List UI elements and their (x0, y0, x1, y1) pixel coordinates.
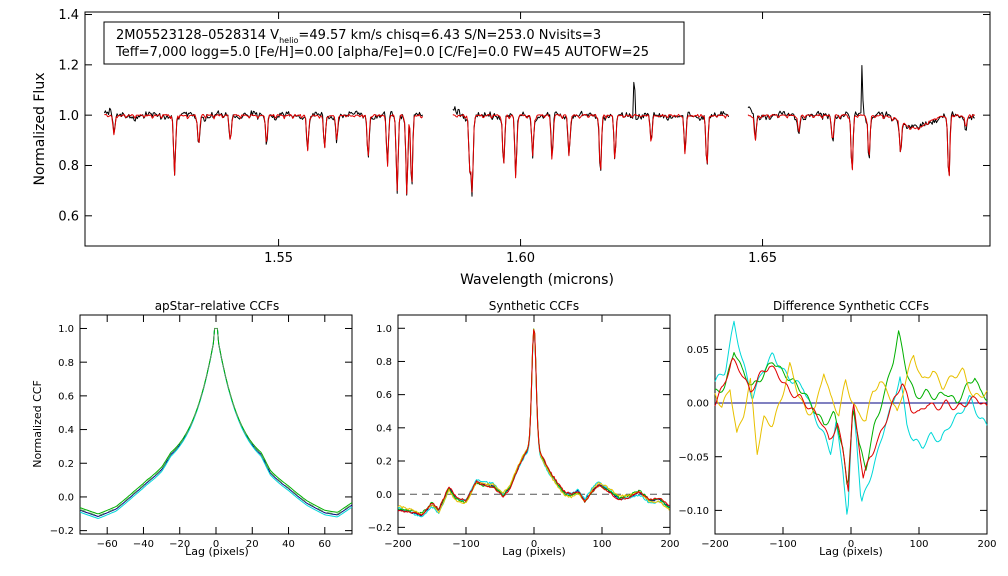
title-line-2: Teff=7,000 logg=5.0 [Fe/H]=0.00 [alpha/F… (115, 45, 649, 60)
apstar-ccf-panel: apStar–relative CCFs −60 −40 −20 0 20 40 60 −0.… (31, 299, 353, 558)
synthetic-ccf-x-tick-label: 0 (531, 539, 537, 550)
title-line-1: 2M05523128–0528314 Vhelio=49.57 km/s chi… (116, 28, 601, 45)
apstar-ccf-title: apStar–relative CCFs (155, 299, 280, 313)
apstar-ccf-y-tick-label: 0.4 (58, 425, 74, 436)
spectrum-y-tick-label: 0.6 (58, 209, 79, 224)
spectrum-y-label: Normalized Flux (32, 73, 48, 186)
synthetic-ccf-axis-ticks: −200 −100 0 100 200 −0.2 0.0 0.2 0.4 0.6 0.8 1.0 (368, 315, 680, 550)
spectrum-x-label: Wavelength (microns) (460, 272, 614, 288)
apstar-ccf-x-tick-label: −60 (97, 539, 118, 550)
difference-ccf-y-tick-label: −0.05 (678, 452, 709, 463)
synthetic-ccf-panel: Synthetic CCFs −200 −100 0 100 200 −0.2 0.0 0.2… (368, 299, 680, 558)
apstar-ccf-x-tick-label: 40 (282, 539, 295, 550)
title-stats: =49.57 km/s chisq=6.43 S/N=253.0 Nvisits… (298, 28, 601, 43)
apstar-ccf-x-label: Lag (pixels) (185, 545, 249, 558)
difference-ccf-x-label: Lag (pixels) (819, 545, 883, 558)
difference-ccf-x-tick-label: 0 (848, 539, 854, 550)
spectrum-y-tick-label: 1.2 (58, 59, 79, 74)
difference-ccf-panel: Difference Synthetic CCFs −200 −100 0 100 20… (678, 299, 996, 558)
synthetic-ccf-x-tick-label: 200 (660, 539, 679, 550)
apstar-ccf-y-tick-label: 0.6 (58, 391, 74, 402)
difference-ccf-x-tick-label: −100 (769, 539, 796, 550)
apstar-ccf-axis-ticks: −60 −40 −20 0 20 40 60 −0.2 0.0 0.2 0.4 0.6 0.8 1.0 (50, 315, 352, 550)
apstar-ccf-y-tick-label: 0.2 (58, 459, 74, 470)
synthetic-ccf-y-tick-label: 0.4 (376, 423, 392, 434)
apstar-ccf-lines (79, 327, 353, 519)
synthetic-ccf-y-tick-label: 0.8 (376, 357, 392, 368)
model-spectrum-chip-1 (104, 113, 424, 195)
difference-ccf-line-4 (714, 354, 988, 455)
synthetic-ccf-y-tick-label: 0.0 (376, 490, 392, 501)
model-spectrum-chip-3 (747, 113, 976, 177)
apstar-ccf-x-tick-label: −40 (133, 539, 154, 550)
difference-ccf-y-tick-label: 0.05 (687, 345, 709, 356)
synthetic-ccf-x-label: Lag (pixels) (502, 545, 566, 558)
apstar-ccf-y-tick-label: 1.0 (58, 324, 74, 335)
difference-ccf-line-5 (714, 357, 988, 492)
spectrum-panel: 1.55 1.60 1.65 0.6 0.8 1.0 1.2 1.4 Wavelength (… (32, 8, 991, 288)
title-star-id: 2M05523128–0528314 V (116, 28, 279, 43)
spectrum-x-tick-label: 1.55 (264, 251, 293, 266)
title-box-frame (103, 21, 685, 65)
synthetic-ccf-y-tick-label: 1.0 (376, 324, 392, 335)
apstar-ccf-x-tick-label: 0 (213, 539, 219, 550)
difference-ccf-y-tick-label: −0.10 (678, 506, 709, 517)
spectrum-y-tick-label: 0.8 (58, 159, 79, 174)
synthetic-ccf-lines (397, 328, 670, 518)
spectrum-axis-ticks: 1.55 1.60 1.65 0.6 0.8 1.0 1.2 1.4 (58, 8, 990, 266)
synthetic-ccf-line-4 (397, 328, 670, 516)
difference-ccf-lines (714, 320, 988, 515)
apstar-ccf-x-tick-label: −20 (169, 539, 190, 550)
title-box: 2M05523128–0528314 Vhelio=49.57 km/s chi… (103, 21, 685, 65)
apstar-ccf-x-tick-label: 20 (246, 539, 259, 550)
difference-ccf-title: Difference Synthetic CCFs (773, 299, 929, 313)
spectrum-frame (84, 11, 991, 247)
spectrum-lines (103, 65, 976, 197)
apstar-ccf-x-tick-label: 60 (318, 539, 331, 550)
spectrum-y-tick-label: 1.0 (58, 109, 79, 124)
apstar-ccf-y-tick-label: 0.0 (58, 493, 74, 504)
difference-ccf-x-tick-label: 200 (977, 539, 996, 550)
synthetic-ccf-y-tick-label: 0.2 (376, 457, 392, 468)
apstar-ccf-y-tick-label: 0.8 (58, 358, 74, 369)
model-spectrum-chip-2 (452, 113, 729, 193)
synthetic-ccf-line-5 (397, 329, 670, 516)
difference-ccf-y-tick-label: 0.00 (687, 399, 709, 410)
spectrum-x-tick-label: 1.60 (506, 251, 535, 266)
difference-ccf-x-tick-label: −200 (701, 539, 728, 550)
title-helio-subscript: helio (279, 36, 298, 45)
apstar-ccf-line-4 (79, 328, 353, 517)
apstar-ccf-y-label: Normalized CCF (31, 380, 44, 468)
synthetic-ccf-x-tick-label: −200 (384, 539, 411, 550)
spectrum-x-tick-label: 1.65 (748, 251, 777, 266)
synthetic-ccf-title: Synthetic CCFs (489, 299, 579, 313)
synthetic-ccf-y-tick-label: −0.2 (368, 523, 392, 534)
synthetic-ccf-x-tick-label: −100 (452, 539, 479, 550)
difference-ccf-x-tick-label: 100 (909, 539, 928, 550)
spectrum-y-tick-label: 1.4 (58, 8, 79, 23)
difference-ccf-axis-ticks: −200 −100 0 100 200 −0.10 −0.05 0.00 0.05 (678, 315, 997, 550)
apstar-ccf-y-tick-label: −0.2 (50, 526, 74, 537)
synthetic-ccf-y-tick-label: 0.6 (376, 390, 392, 401)
synthetic-ccf-x-tick-label: 100 (592, 539, 611, 550)
